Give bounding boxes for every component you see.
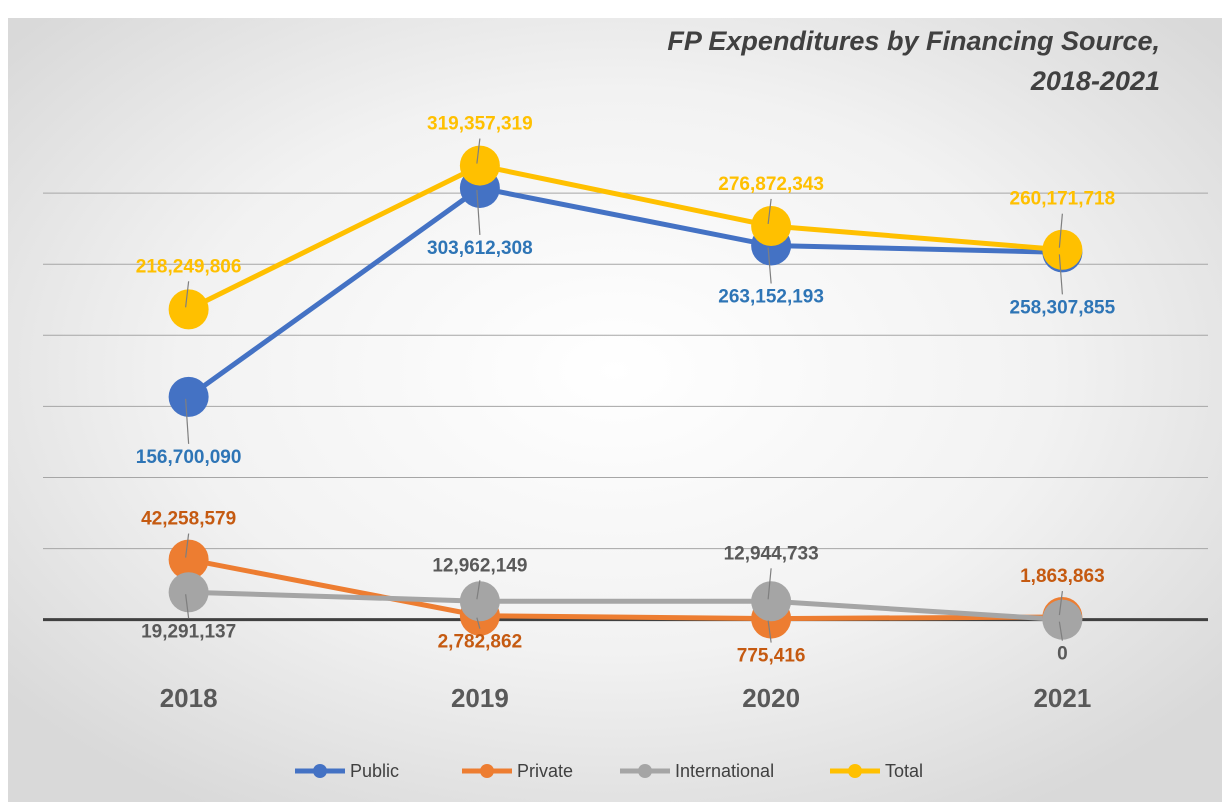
leader-line bbox=[1058, 621, 1063, 641]
data-point bbox=[1042, 599, 1083, 640]
data-label: 258,307,855 bbox=[1010, 297, 1116, 318]
data-point bbox=[168, 289, 209, 330]
leader-line bbox=[185, 398, 190, 444]
leader-line bbox=[1058, 254, 1063, 295]
chart-title: 2018-2021 bbox=[1030, 66, 1160, 96]
leader-line bbox=[1058, 213, 1063, 248]
data-label: 12,962,149 bbox=[432, 555, 527, 576]
leader-line bbox=[767, 247, 772, 284]
x-tick-label: 2019 bbox=[451, 683, 509, 713]
legend-label: Public bbox=[350, 761, 399, 781]
x-tick-label: 2020 bbox=[742, 683, 800, 713]
legend-swatch bbox=[848, 764, 862, 778]
legend-swatch bbox=[480, 764, 494, 778]
x-tick-label: 2021 bbox=[1033, 683, 1091, 713]
legend-label: International bbox=[675, 761, 774, 781]
data-label: 42,258,579 bbox=[141, 509, 236, 530]
leader-line bbox=[767, 198, 772, 225]
data-label: 319,357,319 bbox=[427, 114, 533, 135]
data-label: 276,872,343 bbox=[718, 174, 824, 195]
data-label: 12,944,733 bbox=[724, 543, 819, 564]
series-line bbox=[187, 185, 1063, 399]
leader-line bbox=[476, 138, 481, 164]
data-point bbox=[751, 205, 792, 246]
legend-label: Total bbox=[885, 761, 923, 781]
series-line bbox=[188, 589, 1063, 623]
data-point bbox=[751, 581, 792, 622]
data-point bbox=[168, 572, 209, 613]
data-label: 19,291,137 bbox=[141, 621, 236, 642]
leader-line bbox=[767, 568, 772, 600]
leader-line bbox=[185, 594, 190, 619]
data-point bbox=[168, 539, 209, 580]
chart-title: FP Expenditures by Financing Source, bbox=[667, 26, 1160, 56]
leader-line bbox=[476, 580, 481, 600]
data-point bbox=[168, 376, 209, 417]
leader-line bbox=[476, 189, 481, 235]
leader-line bbox=[1058, 590, 1063, 616]
data-label: 260,171,718 bbox=[1010, 189, 1116, 210]
data-label: 156,700,090 bbox=[136, 447, 242, 468]
data-point bbox=[1042, 229, 1083, 270]
data-label: 218,249,806 bbox=[136, 256, 242, 277]
data-label: 2,782,862 bbox=[438, 632, 523, 653]
legend-label: Private bbox=[517, 761, 573, 781]
series-line bbox=[188, 557, 1063, 622]
leader-line bbox=[767, 620, 772, 643]
data-label: 303,612,308 bbox=[427, 238, 533, 259]
leader-line bbox=[476, 617, 481, 629]
x-tick-label: 2018 bbox=[160, 683, 218, 713]
data-label: 0 bbox=[1057, 644, 1068, 665]
data-point bbox=[459, 145, 500, 186]
series-line bbox=[187, 162, 1063, 312]
data-point bbox=[459, 581, 500, 622]
chart-background bbox=[8, 18, 1222, 802]
legend-swatch bbox=[638, 764, 652, 778]
data-label: 263,152,193 bbox=[718, 287, 824, 308]
leader-line bbox=[185, 533, 190, 558]
leader-line bbox=[185, 281, 190, 308]
data-label: 775,416 bbox=[737, 646, 806, 667]
legend-swatch bbox=[313, 764, 327, 778]
data-label: 1,863,863 bbox=[1020, 566, 1105, 587]
